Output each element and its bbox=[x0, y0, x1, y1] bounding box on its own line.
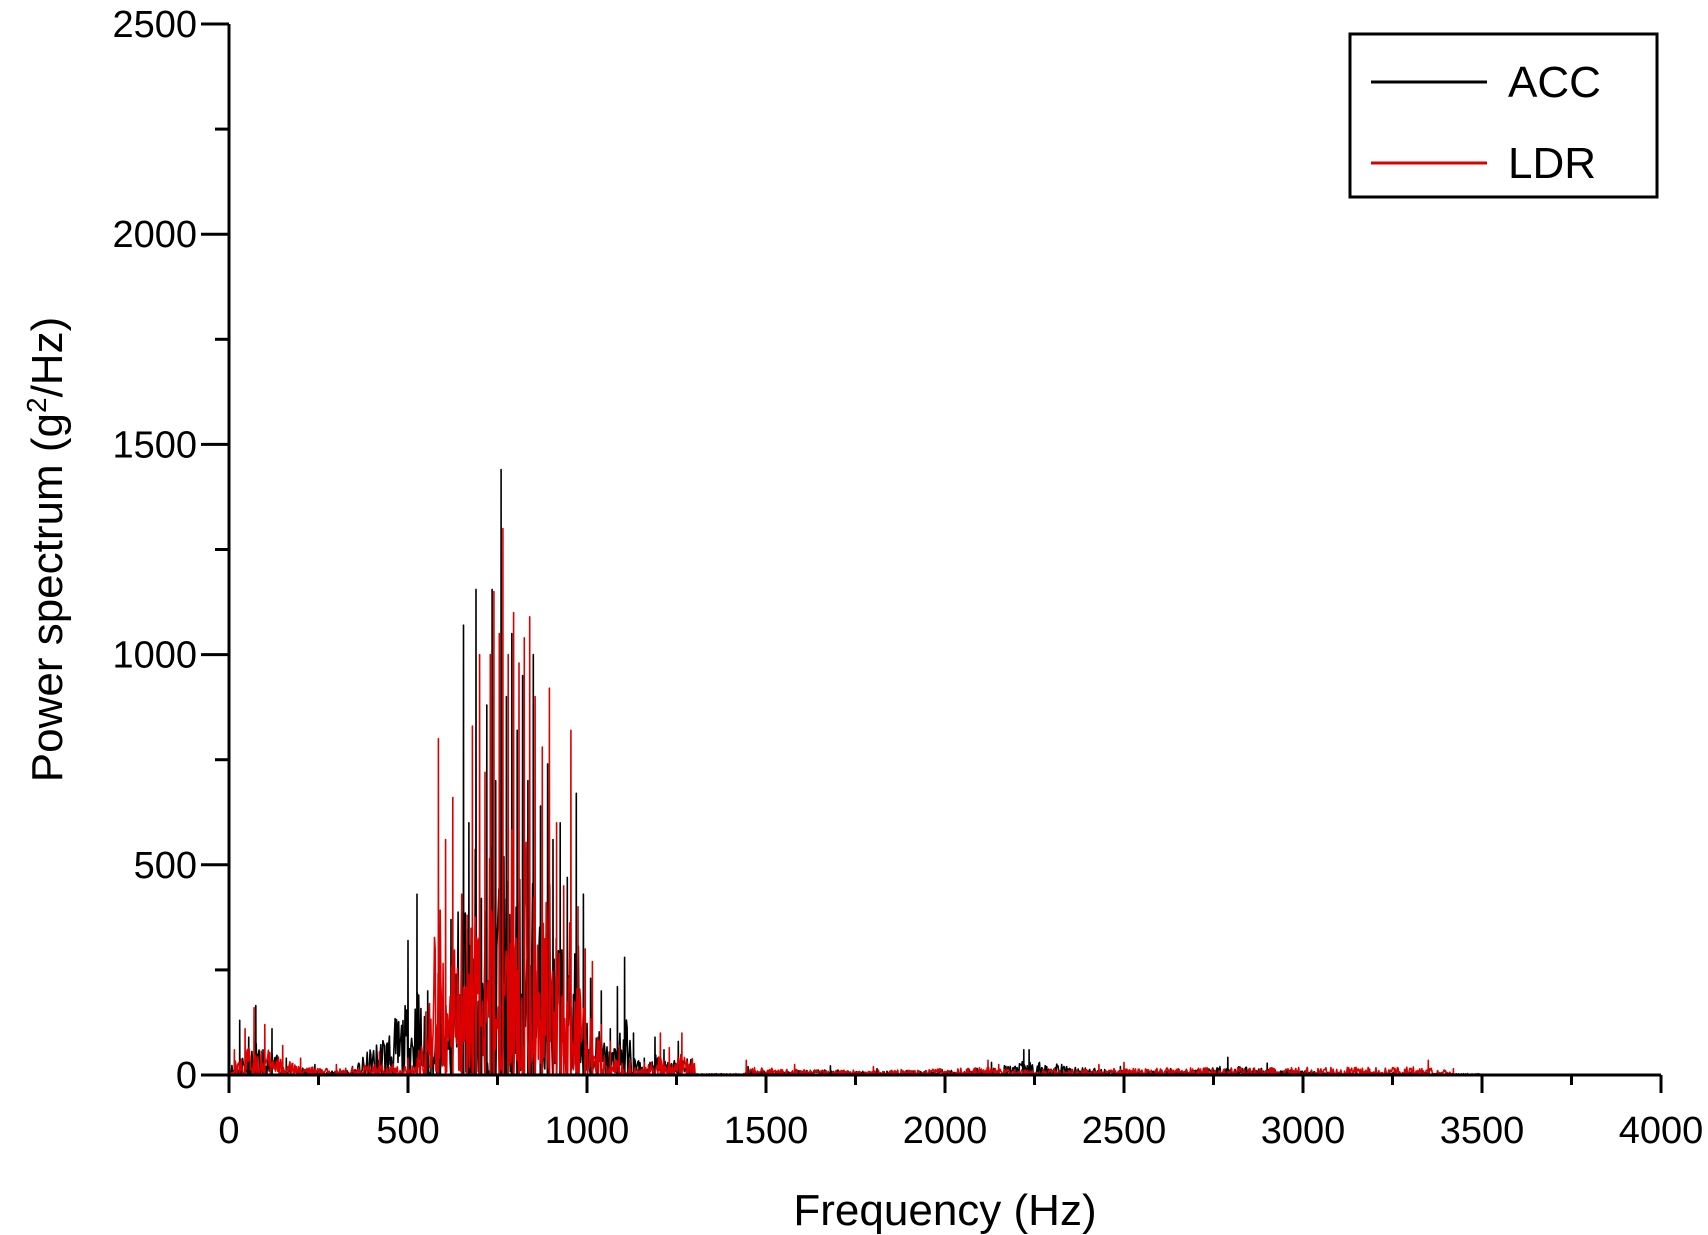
y-axis-title: Power spectrum (g2/Hz) bbox=[21, 317, 72, 782]
y-tick-label: 2000 bbox=[112, 214, 197, 256]
y-tick-label: 0 bbox=[176, 1055, 197, 1097]
y-tick-label: 1500 bbox=[112, 424, 197, 466]
legend-box bbox=[1348, 32, 1659, 199]
y-tick-label: 500 bbox=[134, 845, 197, 887]
legend: ACC LDR bbox=[1348, 32, 1659, 199]
x-axis-title: Frequency (Hz) bbox=[793, 1186, 1096, 1235]
legend-label-ldr: LDR bbox=[1508, 139, 1596, 188]
x-tick-label: 1000 bbox=[545, 1110, 630, 1152]
x-tick-label: 0 bbox=[218, 1110, 239, 1152]
x-tick-label: 1500 bbox=[724, 1110, 809, 1152]
x-tick-label: 3000 bbox=[1261, 1110, 1346, 1152]
x-tick-label: 2500 bbox=[1082, 1110, 1167, 1152]
y-axis-title-prefix: Power spectrum (g bbox=[23, 413, 72, 782]
legend-label-acc: ACC bbox=[1508, 58, 1601, 107]
x-tick-label: 4000 bbox=[1619, 1110, 1704, 1152]
y-axis-title-superscript: 2 bbox=[21, 397, 52, 413]
y-tick-label: 2500 bbox=[112, 4, 197, 46]
y-axis-title-suffix: /Hz) bbox=[23, 317, 72, 398]
x-tick-label: 3500 bbox=[1440, 1110, 1525, 1152]
x-tick-label: 500 bbox=[376, 1110, 439, 1152]
axes-layer: 0 500 1000 1500 2000 2500 3000 3500 4000 0 500 1000… bbox=[112, 4, 1703, 1152]
x-tick-label: 2000 bbox=[903, 1110, 988, 1152]
y-tick-label: 1000 bbox=[112, 635, 197, 677]
